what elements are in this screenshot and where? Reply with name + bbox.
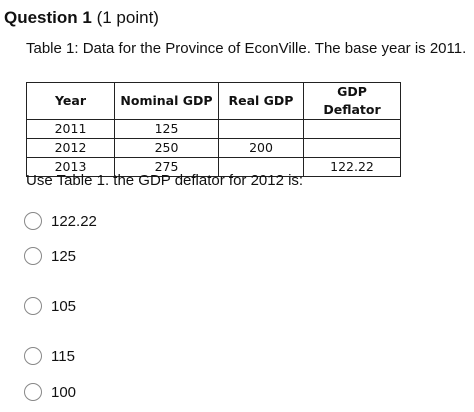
header-cell: Year: [26, 82, 115, 120]
table-cell: [218, 119, 304, 139]
option[interactable]: 125: [24, 247, 76, 265]
radio-button[interactable]: [24, 297, 42, 315]
option-label[interactable]: 105: [51, 297, 77, 315]
points: (1 point): [96, 8, 159, 27]
radio-button[interactable]: [24, 247, 42, 265]
option[interactable]: 115: [24, 347, 75, 365]
option[interactable]: 122.22: [24, 212, 97, 230]
header-row: Year Nominal GDP Real GDP GDP Deflator: [26, 82, 401, 120]
table-cell: 2011: [26, 119, 115, 139]
table-cell: [303, 119, 401, 139]
table-cell: 250: [114, 138, 219, 158]
table-row: 2012 250 200: [26, 138, 401, 158]
radio-button[interactable]: [24, 347, 42, 365]
option[interactable]: 100: [24, 383, 76, 401]
title-text: Question 1: [4, 8, 92, 27]
intro: Table 1: Data for the Province of EconVi…: [26, 40, 467, 57]
question-title: Question 1 (1 point): [4, 8, 159, 28]
header-cell: Real GDP: [218, 82, 304, 120]
prompt: Use Table 1. the GDP deflator for 2012 i…: [26, 172, 304, 189]
table-row: 2013 275 122.22: [26, 157, 401, 177]
option[interactable]: 105: [24, 297, 76, 315]
table-cell: 2013: [26, 157, 115, 177]
option-label[interactable]: 115: [51, 347, 75, 365]
option-label[interactable]: 122.22: [51, 212, 97, 230]
table-cell: [303, 138, 401, 158]
option-label[interactable]: 100: [51, 383, 77, 401]
option-label[interactable]: 125: [51, 247, 77, 265]
table-cell: 125: [114, 119, 219, 139]
header-cell: GDP Deflator: [303, 82, 401, 120]
data-table: Year Nominal GDP Real GDP GDP Deflator 2011 1…: [26, 82, 401, 177]
table-cell: 122.22: [303, 157, 401, 177]
table-cell: 2012: [26, 138, 115, 158]
radio-button[interactable]: [24, 212, 42, 230]
table-row: 2011 125: [26, 119, 401, 139]
header-cell: Nominal GDP: [114, 82, 219, 120]
radio-button[interactable]: [24, 383, 42, 401]
table-cell: 200: [218, 138, 304, 158]
